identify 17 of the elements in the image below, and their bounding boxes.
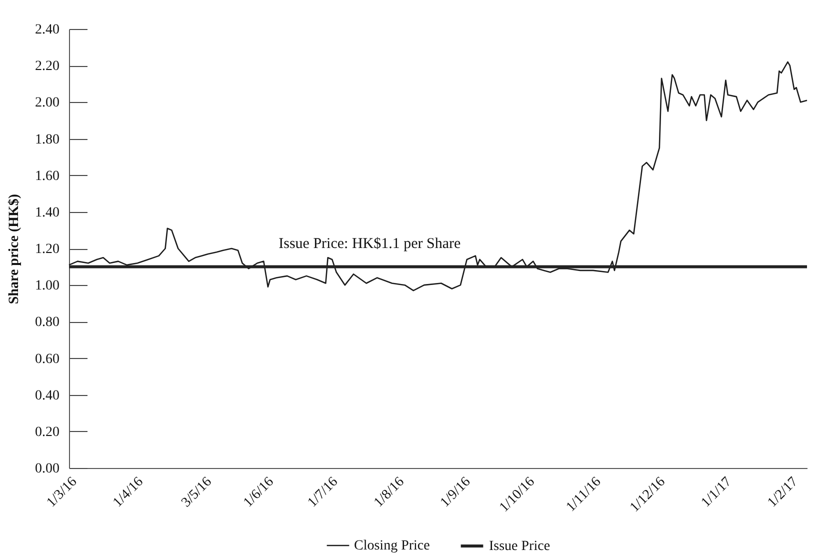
- y-tick-label: 2.00: [35, 96, 60, 111]
- y-tick-label: 0.80: [35, 315, 60, 330]
- y-tick-label: 0.40: [35, 388, 60, 404]
- y-tick-label: 0.00: [35, 462, 60, 476]
- legend-label: Closing Price: [354, 538, 430, 554]
- annotation: Issue Price: HK$1.1 per Share: [278, 236, 462, 252]
- y-tick-label: 2.20: [35, 59, 60, 74]
- y-tick-label: 0.60: [35, 352, 60, 367]
- y-tick-label: 1.80: [35, 132, 60, 148]
- y-tick-label: 1.60: [35, 168, 60, 184]
- y-axis-title: Share price (HK$): [7, 194, 22, 304]
- y-tick-label: 0.20: [35, 424, 60, 440]
- y-tick-label: 1.20: [35, 242, 60, 257]
- legend-label: Issue Price: [489, 539, 550, 554]
- y-tick-label: 1.00: [35, 278, 60, 294]
- y-tick-label: 2.40: [35, 22, 60, 38]
- y-tick-label: 1.40: [35, 205, 60, 220]
